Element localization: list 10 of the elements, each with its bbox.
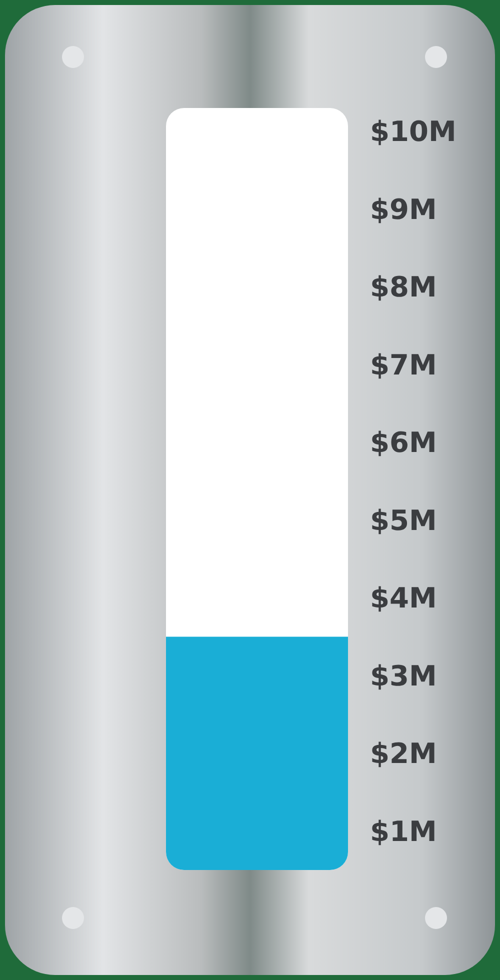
- y-tick-label: $4M: [370, 582, 437, 615]
- y-tick-label: $5M: [370, 504, 437, 537]
- y-tick-label: $8M: [370, 270, 437, 304]
- y-tick-label: $1M: [370, 814, 437, 848]
- y-tick-label: $7M: [370, 348, 437, 382]
- y-tick-label: $2M: [370, 737, 437, 770]
- y-tick-label: $6M: [370, 426, 437, 460]
- y-tick-label: $10M: [370, 115, 456, 148]
- y-tick-label: $3M: [370, 659, 437, 692]
- y-tick-label: $9M: [370, 192, 437, 226]
